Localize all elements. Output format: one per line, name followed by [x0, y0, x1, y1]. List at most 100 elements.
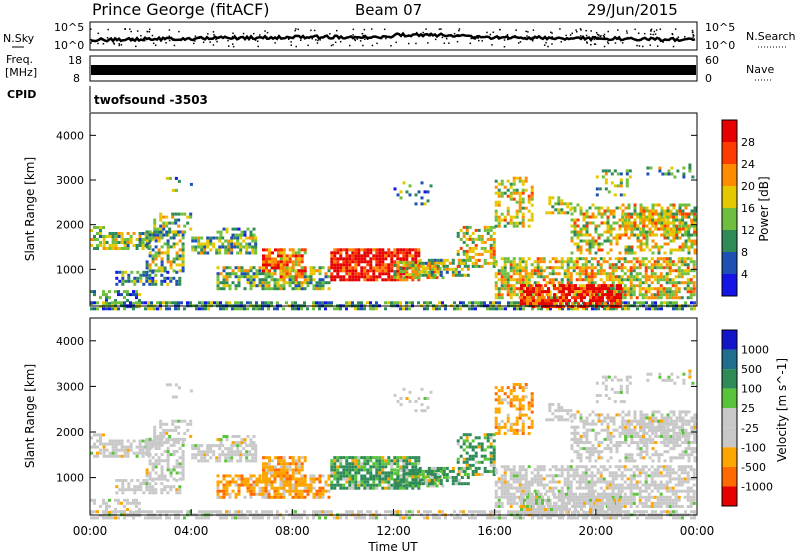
- power-cell: [93, 247, 96, 250]
- power-cell: [585, 209, 589, 213]
- power-cell: [681, 212, 685, 216]
- nsearch-point: [434, 38, 437, 41]
- power-cell: [503, 269, 507, 273]
- velocity-cell: [150, 510, 153, 514]
- velocity-cell: [191, 447, 195, 451]
- power-cell: [318, 278, 322, 282]
- power-cell: [466, 264, 470, 268]
- power-cell: [619, 193, 623, 197]
- power-cell: [590, 275, 594, 279]
- nsearch-point: [194, 40, 196, 42]
- velocity-cell: [288, 462, 292, 466]
- power-cell: [402, 181, 406, 185]
- power-cell: [693, 307, 696, 311]
- power-cell: [506, 212, 510, 216]
- velocity-cell: [336, 456, 340, 460]
- power-cell: [230, 239, 234, 243]
- velocity-cell: [230, 459, 234, 463]
- power-cell: [348, 278, 352, 282]
- power-cell: [494, 185, 498, 189]
- power-cell: [521, 206, 525, 210]
- velocity-cell: [207, 516, 210, 520]
- power-cell: [657, 212, 661, 216]
- power-cell: [363, 260, 367, 264]
- power-cell: [590, 263, 594, 267]
- power-cell: [513, 307, 516, 311]
- power-cell: [569, 272, 573, 276]
- power-cell: [503, 224, 507, 228]
- power-cell: [666, 224, 670, 228]
- power-cell: [145, 233, 149, 237]
- power-cell: [500, 218, 504, 222]
- power-cell: [96, 247, 99, 250]
- power-cell: [604, 287, 607, 291]
- power-cell: [669, 215, 673, 219]
- power-cell: [474, 243, 478, 247]
- power-cell: [515, 212, 519, 216]
- power-cell: [357, 307, 360, 311]
- power-cell: [539, 269, 543, 273]
- nsearch-point: [330, 44, 333, 47]
- velocity-cell: [408, 516, 411, 520]
- power-cell: [271, 251, 274, 255]
- velocity-cell: [277, 462, 280, 466]
- power-cell: [228, 272, 232, 276]
- power-cell: [111, 247, 115, 250]
- power-cell: [303, 251, 307, 255]
- power-cell: [576, 203, 580, 207]
- power-cell: [682, 166, 686, 170]
- power-cell: [233, 242, 237, 246]
- power-cell: [200, 236, 204, 240]
- power-cell: [592, 287, 595, 291]
- velocity-cell: [240, 441, 244, 445]
- power-cell: [672, 221, 676, 225]
- power-cell: [617, 257, 621, 261]
- power-cell: [692, 281, 696, 285]
- power-cell: [197, 242, 201, 246]
- power-cell: [480, 240, 484, 244]
- power-cell: [509, 287, 513, 291]
- velocity-cell: [171, 438, 175, 442]
- power-cell: [375, 257, 379, 261]
- power-cell: [93, 293, 96, 297]
- power-cell: [632, 278, 636, 282]
- velocity-cell: [315, 495, 319, 499]
- power-cell: [114, 238, 118, 241]
- power-cell: [222, 269, 226, 273]
- velocity-cell: [236, 450, 240, 454]
- power-cell: [671, 263, 675, 267]
- power-cell: [591, 242, 595, 246]
- nsearch-point: [148, 28, 151, 31]
- velocity-cell: [222, 489, 226, 493]
- power-cell: [651, 209, 655, 213]
- power-cell: [360, 257, 364, 261]
- velocity-cell: [360, 477, 364, 481]
- power-cell: [288, 266, 292, 270]
- power-cell: [574, 287, 577, 291]
- power-cell: [282, 272, 286, 276]
- power-cell: [324, 281, 328, 285]
- power-cell: [587, 266, 591, 270]
- velocity-cell: [297, 459, 301, 463]
- power-cell: [566, 275, 570, 279]
- velocity-cell: [154, 447, 158, 450]
- power-cell: [262, 260, 265, 264]
- power-cell: [545, 275, 549, 279]
- power-cell: [686, 278, 690, 282]
- power-cell: [630, 233, 634, 237]
- power-cell: [530, 218, 534, 222]
- power-cell: [570, 251, 574, 255]
- power-cell: [212, 242, 216, 246]
- power-cell: [465, 228, 469, 232]
- nsky-label: N.Sky: [3, 32, 35, 45]
- power-cell: [282, 257, 286, 261]
- velocity-cell: [168, 435, 172, 438]
- power-cell: [512, 197, 516, 201]
- power-cell: [638, 284, 642, 288]
- power-cell: [159, 230, 163, 234]
- power-cell: [321, 266, 325, 270]
- power-cell: [648, 233, 652, 237]
- velocity-cell: [181, 468, 185, 472]
- velocity-cell: [198, 510, 201, 514]
- velocity-cell: [265, 462, 268, 466]
